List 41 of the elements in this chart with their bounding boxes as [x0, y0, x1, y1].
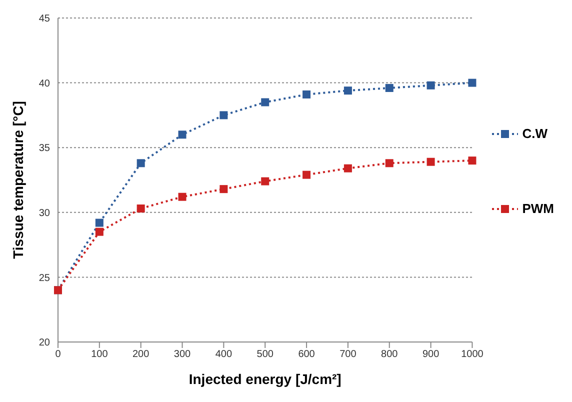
- y-tick-label: 20: [38, 338, 50, 349]
- legend-label: PWM: [522, 201, 554, 216]
- x-tick-label: 600: [298, 349, 316, 360]
- point: [302, 170, 311, 179]
- x-axis-title: Injected energy [J/cm²]: [188, 371, 342, 387]
- point: [468, 156, 476, 165]
- x-tick-label: 0: [55, 349, 62, 360]
- x-tick-label: 900: [422, 349, 440, 360]
- y-axis-title: Tissue temperature [°C]: [10, 101, 26, 259]
- point: [261, 177, 270, 186]
- x-tick-label: 700: [340, 349, 357, 360]
- x-tick-label: 1000: [461, 349, 484, 360]
- point: [468, 78, 476, 87]
- x-tick-label: 100: [91, 349, 108, 360]
- y-tick-label: 25: [38, 272, 50, 284]
- point: [220, 111, 228, 120]
- point: [95, 228, 104, 236]
- y-tick-label: 30: [38, 208, 50, 219]
- point: [178, 192, 186, 201]
- point: [178, 130, 186, 139]
- x-tick-label: 800: [381, 349, 398, 360]
- point: [136, 204, 145, 213]
- point: [426, 158, 435, 166]
- point: [95, 218, 104, 227]
- point: [385, 84, 394, 92]
- x-tick-label: 300: [174, 349, 192, 360]
- point: [344, 164, 352, 172]
- y-tick-label: 40: [38, 78, 50, 90]
- point: [261, 98, 270, 106]
- point: [385, 159, 394, 168]
- x-tick-label: 200: [132, 349, 150, 360]
- x-tick-label: 400: [215, 349, 232, 360]
- point: [344, 86, 352, 95]
- x-tick-label: 500: [256, 349, 274, 360]
- point: [220, 185, 228, 194]
- point: [426, 81, 435, 90]
- y-tick-label: 45: [38, 14, 50, 25]
- point: [302, 90, 311, 98]
- y-tick-label: 35: [38, 143, 50, 154]
- point: [136, 159, 145, 168]
- legend-label: C.W: [522, 126, 548, 141]
